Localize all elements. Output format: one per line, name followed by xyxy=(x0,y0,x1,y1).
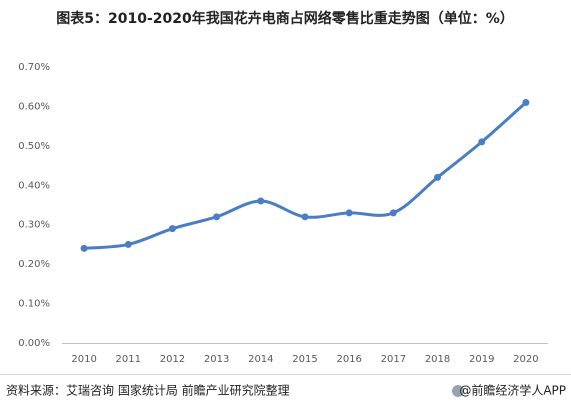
point xyxy=(434,173,442,181)
point xyxy=(124,240,132,248)
brand: @前瞻经济学人APP xyxy=(459,383,566,398)
x-tick-label: 2015 xyxy=(292,354,317,365)
x-tick-label: 2014 xyxy=(248,354,273,365)
y-tick-label: 0.40% xyxy=(18,180,50,191)
y-tick-label: 0.00% xyxy=(18,338,50,349)
y-tick-label: 0.60% xyxy=(18,101,50,112)
point xyxy=(522,98,530,106)
x-tick-label: 2019 xyxy=(469,354,494,365)
x-tick-label: 2011 xyxy=(116,354,141,365)
y-tick-label: 0.10% xyxy=(18,299,50,310)
point xyxy=(301,213,309,221)
point xyxy=(389,209,397,217)
y-tick-label: 0.50% xyxy=(18,141,50,152)
y-tick-label: 0.70% xyxy=(18,62,50,73)
source-note: 资料来源：艾瑞咨询 国家统计局 前瞻产业研究院整理 xyxy=(6,383,290,398)
x-tick-label: 2010 xyxy=(71,354,96,365)
point xyxy=(257,197,265,205)
chart-title: 图表5：2010-2020年我国花卉电商占网络零售比重走势图（单位：%） xyxy=(56,10,514,27)
point xyxy=(345,209,353,217)
point xyxy=(478,138,486,146)
x-tick-label: 2012 xyxy=(160,354,185,365)
line xyxy=(83,101,527,250)
y-tick-label: 0.20% xyxy=(18,259,50,270)
point xyxy=(213,213,221,221)
point xyxy=(168,225,176,233)
x-tick-label: 2018 xyxy=(425,354,450,365)
x-tick-label: 2020 xyxy=(513,354,538,365)
point xyxy=(80,244,88,252)
x-tick-label: 2013 xyxy=(204,354,229,365)
brand-icon xyxy=(452,385,464,397)
x-tick-label: 2017 xyxy=(381,354,406,365)
x-tick-label: 2016 xyxy=(336,354,361,365)
y-tick-label: 0.30% xyxy=(18,220,50,231)
